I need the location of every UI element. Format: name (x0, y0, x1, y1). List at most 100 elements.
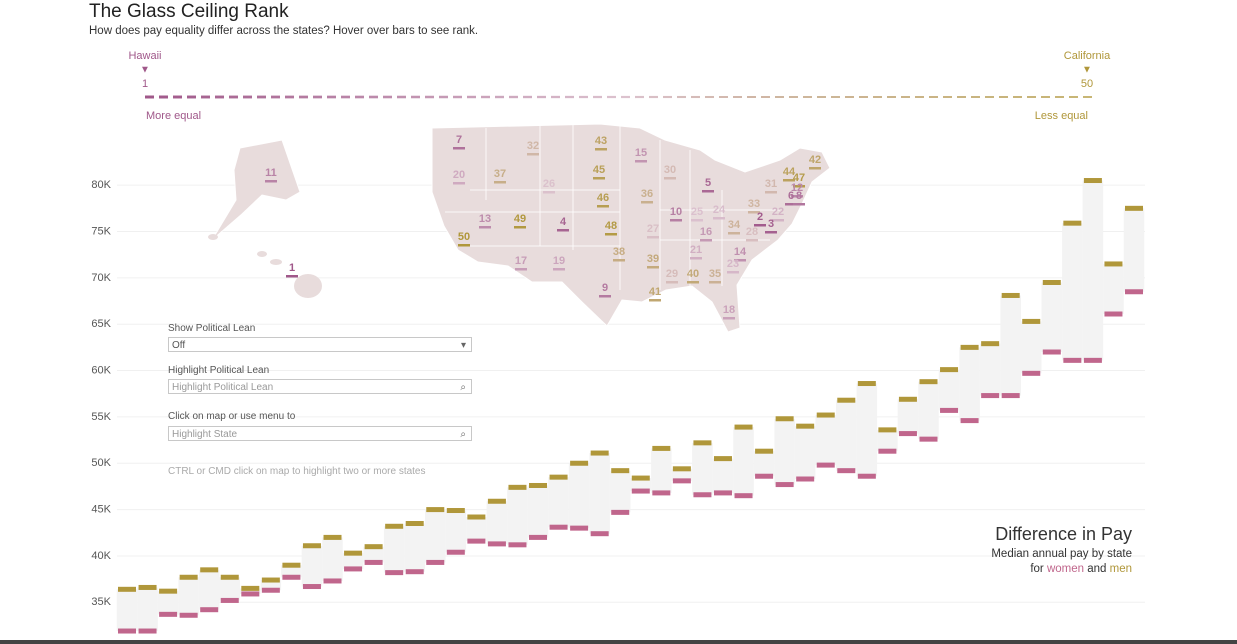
pay-dash (755, 473, 774, 479)
pay-gap-band (774, 418, 795, 485)
state-rank: 37 (494, 168, 506, 180)
state-rank-bar (613, 259, 625, 262)
state-rank: 15 (635, 147, 647, 159)
pay-dash (590, 531, 609, 537)
pay-dash (1083, 357, 1102, 363)
pay-dash (487, 541, 506, 547)
pay-dash (282, 562, 301, 568)
pay-dash (179, 612, 198, 618)
state-rank-bar (793, 203, 805, 206)
state-rank: 12 (791, 182, 803, 194)
pay-dash (364, 559, 383, 565)
highlight-lean-search[interactable]: Highlight Political Lean ⌕ (168, 379, 472, 394)
state-rank: 18 (723, 304, 735, 316)
subtitle: How does pay equality differ across the … (89, 25, 478, 37)
state-rank-bar (593, 177, 605, 180)
hawaii-island[interactable] (294, 274, 322, 298)
pay-dash (837, 397, 856, 403)
pay-dash (118, 586, 136, 592)
state-rank-bar (557, 229, 569, 232)
y-tick-label: 50K (91, 457, 111, 469)
window-edge (0, 640, 1237, 644)
pay-dash (713, 490, 732, 496)
pay-dash (960, 418, 979, 424)
state-rank-bar (754, 224, 766, 227)
state-rank-bar (713, 217, 725, 220)
high-rank: 50 (1081, 78, 1093, 90)
state-rank-bar (670, 219, 682, 222)
pay-dash (755, 448, 774, 454)
pay-dash (940, 407, 959, 413)
hawaii-island[interactable] (208, 234, 218, 240)
state-rank: 1 (289, 262, 295, 274)
pay-dash (713, 456, 732, 462)
hawaii-island[interactable] (257, 251, 267, 257)
pay-gap-band (548, 477, 569, 528)
pay-gap-band (445, 510, 467, 553)
state-rank: 41 (649, 286, 661, 298)
pay-dash (981, 393, 1000, 399)
state-rank: 20 (453, 169, 465, 181)
state-rank: 43 (595, 135, 607, 147)
title: The Glass Ceiling Rank (89, 1, 289, 22)
lean-label: Show Political Lean (168, 323, 256, 334)
pay-dash (405, 569, 424, 575)
pay-dash (775, 482, 794, 488)
low-rank: 1 (142, 78, 148, 90)
pay-dash (734, 424, 753, 430)
y-tick-label: 40K (91, 550, 111, 562)
state-rank-bar (494, 181, 506, 184)
state-rank: 16 (700, 226, 712, 238)
pay-dash (385, 523, 404, 529)
us-map[interactable] (431, 123, 831, 333)
state-rank: 25 (691, 206, 703, 218)
pay-dash (446, 508, 465, 514)
pay-gap-band (959, 347, 980, 421)
pay-dash (796, 423, 815, 429)
state-rank-bar (690, 257, 702, 260)
pay-dash (570, 460, 589, 466)
pay-gap-band (1020, 321, 1042, 374)
pay-gap-band (918, 381, 939, 440)
pay-gap-band (979, 343, 1001, 396)
pay-gap-band (1000, 295, 1021, 396)
state-rank-bar (664, 177, 676, 180)
pay-dash (1022, 318, 1041, 324)
pay-dash (570, 525, 589, 531)
pay-dash (1063, 220, 1082, 226)
placeholder: Highlight State (172, 429, 238, 440)
alaska[interactable] (211, 139, 301, 241)
state-rank-bar (597, 205, 609, 208)
hawaii-island[interactable] (270, 259, 282, 265)
low-marker: ▼ (140, 65, 150, 76)
pay-dash (446, 549, 465, 555)
pay-dash (323, 578, 342, 584)
pay-gap-band (938, 369, 960, 411)
state-rank: 4 (560, 216, 567, 228)
pay-dash (611, 468, 630, 474)
y-tick-label: 45K (91, 503, 111, 515)
state-rank-bar (791, 195, 803, 198)
state-search[interactable]: Highlight State ⌕ (168, 426, 472, 441)
pay-dash (241, 591, 260, 597)
pay-gap-band (219, 577, 241, 601)
state-rank: 3 (768, 218, 774, 230)
pay-gap-band (342, 553, 364, 569)
legend-men: men (1110, 563, 1132, 575)
pay-gap-band (383, 526, 405, 573)
pay-gap-band (466, 517, 487, 542)
state-rank: 44 (783, 166, 796, 178)
lean-dropdown[interactable]: Off ▾ (168, 337, 472, 352)
pay-dash (179, 574, 198, 580)
pay-dash (1083, 178, 1102, 184)
state-rank-bar (809, 167, 821, 170)
pay-dash (878, 427, 897, 433)
dropdown-arrow: ▾ (460, 340, 466, 351)
pay-dash (220, 597, 239, 603)
pay-dash (775, 416, 794, 422)
pay-gap-band (322, 537, 343, 581)
state-rank-bar (605, 233, 617, 236)
state-rank: 2 (757, 211, 763, 223)
pay-gap-band (589, 453, 610, 534)
